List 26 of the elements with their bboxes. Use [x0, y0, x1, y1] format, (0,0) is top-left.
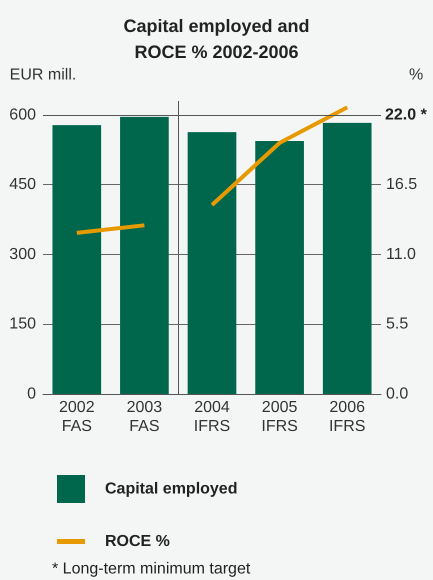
- x-tick-label: 2005 IFRS: [261, 399, 298, 435]
- y-tick-label: 0: [27, 386, 36, 402]
- x-tick-label: 2003 FAS: [126, 399, 162, 435]
- y-tick-label: 150: [9, 316, 36, 333]
- bar: [188, 132, 236, 394]
- x-tick-label: 2006 IFRS: [328, 399, 366, 435]
- legend-label: ROCE %: [105, 533, 170, 550]
- y-tick-label: 300: [9, 246, 36, 263]
- y2-tick-label: 16.5: [386, 176, 418, 194]
- y2-tick-label: 5.5: [386, 316, 408, 333]
- x-tick-label: 2004 IFRS: [194, 399, 230, 435]
- bar: [322, 122, 372, 394]
- x-tick-label: 2002 FAS: [59, 399, 95, 435]
- bar: [52, 125, 102, 394]
- y2-axis-title: %: [409, 66, 424, 84]
- bar: [120, 116, 169, 394]
- text: * Long-term minimum target: [52, 560, 251, 578]
- ref-line-label: 22.0 *: [385, 106, 428, 124]
- y-tick-label: 450: [9, 176, 36, 194]
- y2-tick-label: 11.0: [386, 246, 416, 263]
- bar: [255, 140, 304, 394]
- y-axis-title: EUR mill.: [10, 66, 76, 84]
- chart-title: Capital employed and ROCE % 2002-2006: [123, 16, 310, 62]
- legend-label: Capital employed: [105, 480, 238, 498]
- y-tick-label: 600: [9, 106, 36, 124]
- y2-tick-label: 0.0: [386, 386, 408, 402]
